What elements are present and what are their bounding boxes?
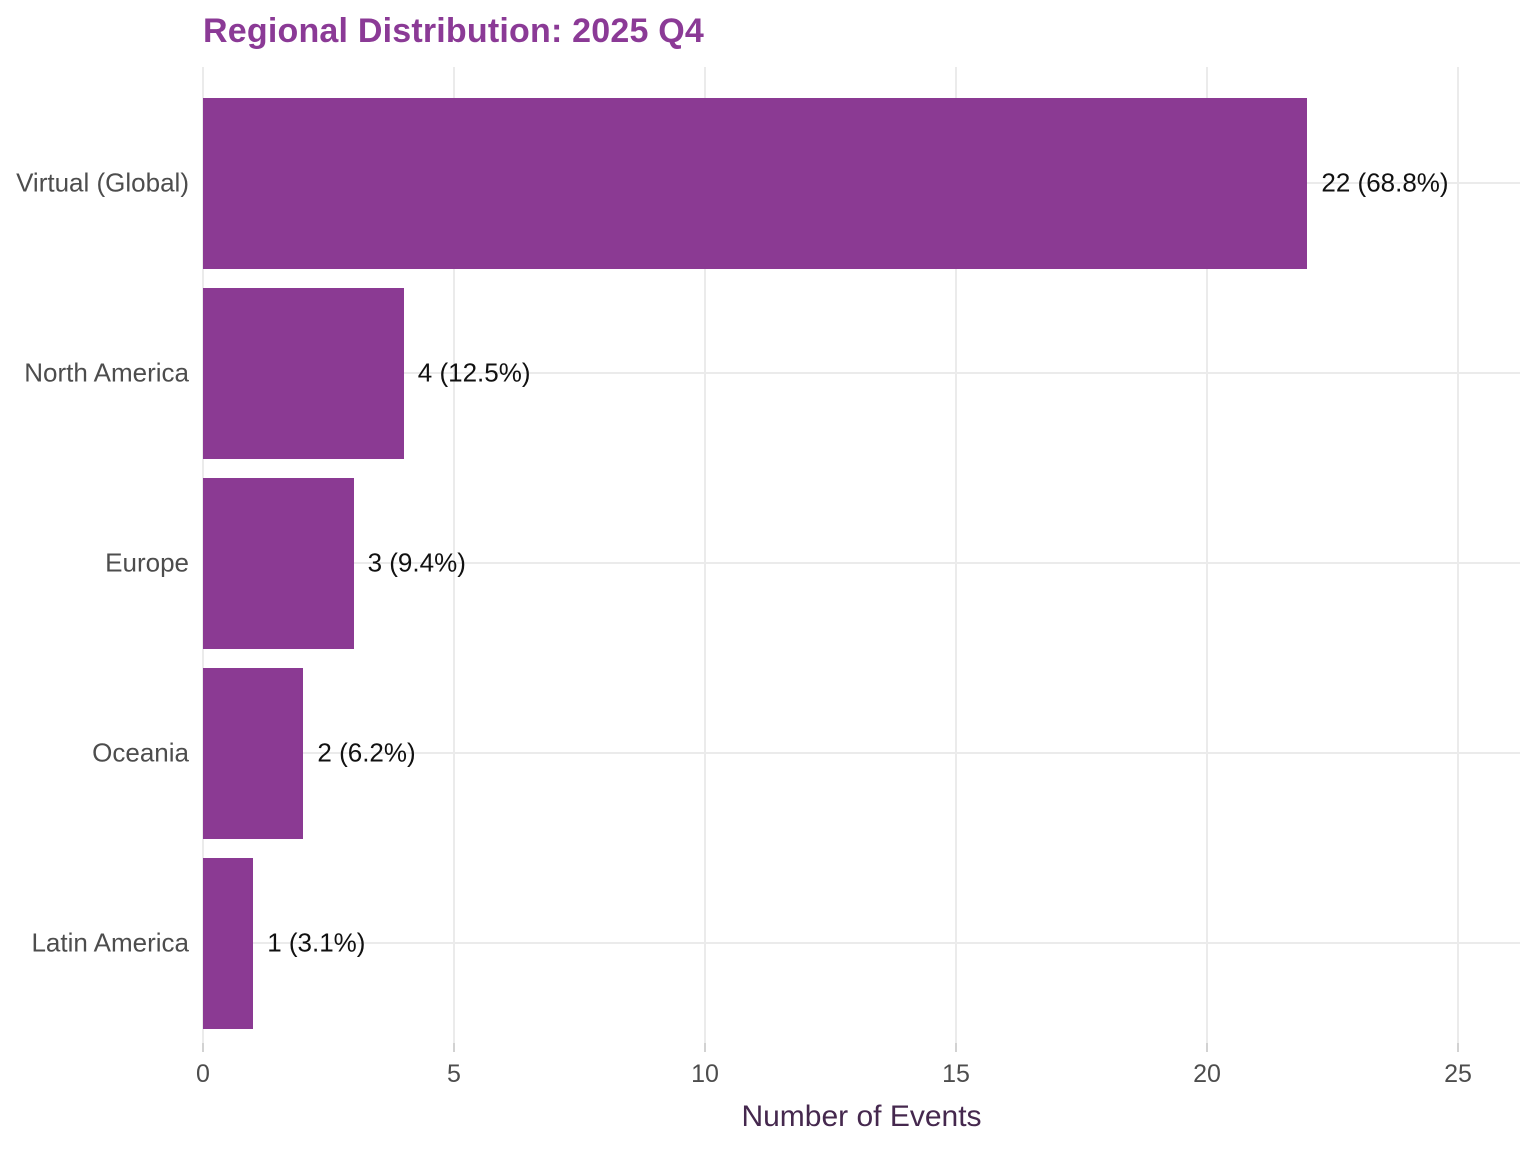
- bar: [203, 477, 354, 649]
- category-label: Oceania: [92, 737, 189, 768]
- y-gridline: [203, 562, 1520, 564]
- bar: [203, 97, 1308, 269]
- x-gridline: [955, 67, 957, 1043]
- category-label: Latin America: [31, 927, 189, 958]
- y-gridline: [203, 372, 1520, 374]
- chart-title: Regional Distribution: 2025 Q4: [203, 12, 704, 50]
- x-tick-mark: [1457, 1043, 1459, 1052]
- x-tick-mark: [453, 1043, 455, 1052]
- bar: [203, 287, 404, 459]
- x-tick-mark: [202, 1043, 204, 1052]
- x-tick-label: 5: [447, 1060, 461, 1088]
- x-tick-label: 25: [1444, 1060, 1472, 1088]
- x-tick-label: 20: [1193, 1060, 1221, 1088]
- x-tick-mark: [1206, 1043, 1208, 1052]
- y-gridline: [203, 942, 1520, 944]
- x-gridline: [1457, 67, 1459, 1043]
- category-label: Virtual (Global): [16, 167, 189, 198]
- bar-value-label: 4 (12.5%): [417, 357, 531, 388]
- x-tick-mark: [955, 1043, 957, 1052]
- bar-value-label: 22 (68.8%): [1321, 167, 1449, 198]
- bar-value-label: 3 (9.4%): [367, 547, 466, 578]
- x-tick-mark: [704, 1043, 706, 1052]
- x-gridline: [1206, 67, 1208, 1043]
- x-tick-label: 10: [691, 1060, 719, 1088]
- x-tick-label: 15: [942, 1060, 970, 1088]
- x-gridline: [704, 67, 706, 1043]
- bar-value-label: 1 (3.1%): [267, 927, 366, 958]
- x-tick-label: 0: [196, 1060, 210, 1088]
- x-gridline: [453, 67, 455, 1043]
- bar-value-label: 2 (6.2%): [317, 737, 416, 768]
- plot-area: 22 (68.8%) 4 (12.5%) 3 (9.4%) 2 (6.2%) 1 (3.…: [202, 67, 1520, 1043]
- category-label: Europe: [105, 547, 189, 578]
- category-label: North America: [24, 357, 189, 388]
- bar: [203, 857, 254, 1029]
- x-axis-title: Number of Events: [741, 1100, 982, 1133]
- bar: [203, 667, 304, 839]
- y-gridline: [203, 752, 1520, 754]
